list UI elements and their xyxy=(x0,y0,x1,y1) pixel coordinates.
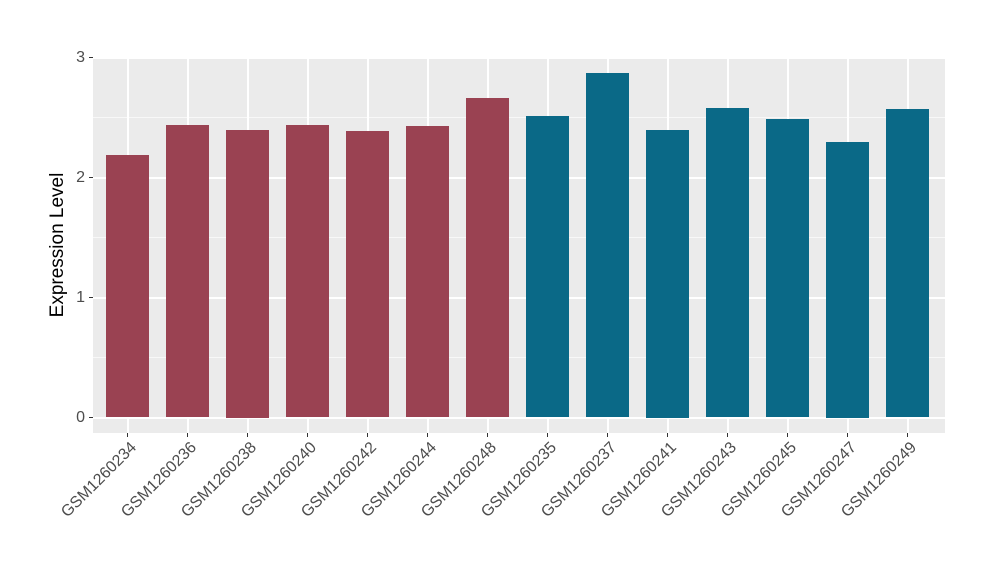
x-tick-mark xyxy=(546,433,549,437)
x-tick-label: GSM1260240 xyxy=(237,439,320,521)
x-tick-mark xyxy=(726,433,729,437)
x-tick-label: GSM1260235 xyxy=(477,439,560,521)
x-tick-mark xyxy=(486,433,489,437)
y-tick-label: 2 xyxy=(76,168,85,186)
x-tick-mark xyxy=(246,433,249,437)
bar-GSM1260243 xyxy=(706,107,749,418)
x-tick-label: GSM1260241 xyxy=(597,439,680,521)
x-tick-label: GSM1260237 xyxy=(537,439,620,521)
x-tick-label: GSM1260236 xyxy=(117,439,200,521)
bar-GSM1260236 xyxy=(166,124,209,418)
bar-GSM1260237 xyxy=(586,73,629,418)
bar-GSM1260241 xyxy=(646,129,689,418)
bar-GSM1260242 xyxy=(346,130,389,418)
y-tick-mark xyxy=(89,176,93,179)
x-tick-label: GSM1260243 xyxy=(657,439,740,521)
gridline-major xyxy=(93,296,945,299)
x-tick-mark xyxy=(846,433,849,437)
bar-GSM1260238 xyxy=(226,129,269,418)
y-tick-mark xyxy=(89,296,93,299)
bar-GSM1260247 xyxy=(826,141,869,418)
x-tick-mark xyxy=(606,433,609,437)
gridline-minor xyxy=(93,117,945,118)
x-tick-mark xyxy=(306,433,309,437)
x-tick-label: GSM1260242 xyxy=(297,439,380,521)
y-tick-label: 1 xyxy=(76,288,85,306)
gridline-minor xyxy=(93,237,945,238)
y-tick-mark xyxy=(89,56,93,59)
bar-GSM1260245 xyxy=(766,118,809,418)
y-tick-mark xyxy=(89,416,93,419)
x-tick-label: GSM1260247 xyxy=(777,439,860,521)
x-tick-label: GSM1260248 xyxy=(417,439,500,521)
bar-GSM1260235 xyxy=(526,116,569,418)
x-tick-label: GSM1260234 xyxy=(57,439,140,521)
bar-GSM1260248 xyxy=(466,98,509,418)
y-tick-label: 3 xyxy=(76,48,85,66)
x-tick-mark xyxy=(666,433,669,437)
x-tick-label: GSM1260238 xyxy=(177,439,260,521)
bar-GSM1260249 xyxy=(886,109,929,418)
x-tick-mark xyxy=(426,433,429,437)
x-tick-label: GSM1260244 xyxy=(357,439,440,521)
x-tick-label: GSM1260249 xyxy=(837,439,920,521)
x-tick-mark xyxy=(906,433,909,437)
x-tick-mark xyxy=(786,433,789,437)
gridline-major xyxy=(93,416,945,419)
gridline-major xyxy=(93,57,945,59)
bar-GSM1260234 xyxy=(106,154,149,418)
y-tick-label: 0 xyxy=(76,408,85,426)
x-tick-mark xyxy=(126,433,129,437)
gridline-major xyxy=(93,176,945,179)
bar-GSM1260240 xyxy=(286,124,329,418)
plot-panel xyxy=(93,57,945,433)
gridline-minor xyxy=(93,357,945,358)
x-tick-label: GSM1260245 xyxy=(717,439,800,521)
bar-GSM1260244 xyxy=(406,125,449,418)
x-tick-mark xyxy=(186,433,189,437)
x-tick-mark xyxy=(366,433,369,437)
